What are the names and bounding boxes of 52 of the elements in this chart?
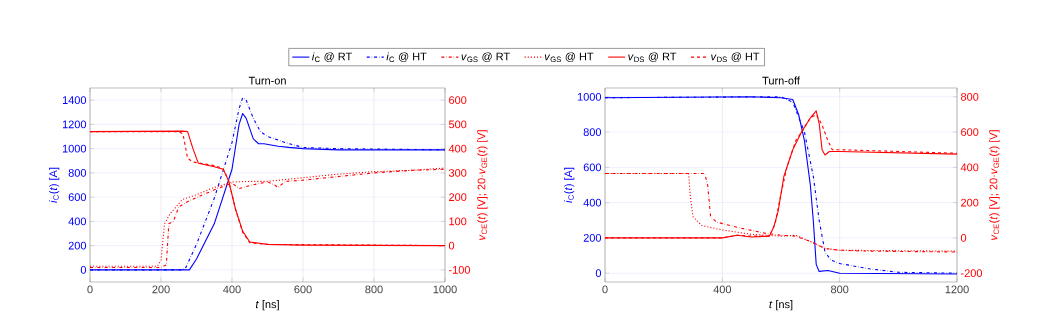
y2-tick-label: 0: [960, 234, 967, 242]
x-tick-label: 800: [365, 285, 383, 294]
y-tick-label: 400: [68, 217, 87, 226]
y-tick-label: 0: [595, 269, 602, 278]
x-tick-label: 400: [223, 285, 241, 294]
y-tick-label: 0: [80, 266, 87, 274]
legend-label: v$_{GS}$ @ HT: [544, 52, 594, 63]
x-tick-label: 0: [602, 285, 608, 294]
legend-label: v$_{DS}$ @ HT: [711, 52, 760, 63]
x-axis-title: t [ns]: [255, 300, 279, 311]
y-tick-label: 1200: [62, 120, 87, 129]
x-tick-label: 200: [152, 285, 170, 294]
y2-tick-label: 200: [961, 198, 979, 207]
legend-label: v$_{DS}$ @ RT: [628, 52, 677, 63]
x-axis-title: t [ns]: [769, 300, 793, 311]
chart-title: Turn-on: [248, 76, 286, 85]
x-tick-label: 1000: [433, 285, 457, 294]
x-tick-label: 1200: [945, 285, 969, 294]
y2-tick-label: 100: [449, 217, 467, 226]
y-tick-label: 600: [68, 193, 87, 202]
y2-tick-label: 500: [448, 120, 467, 129]
y-tick-label: 400: [583, 198, 602, 207]
y2-tick-label: 0: [448, 241, 455, 250]
y-tick-label: 200: [68, 241, 87, 250]
y-tick-label: 1000: [62, 144, 87, 153]
legend-label: v$_{GS}$ @ RT: [461, 52, 510, 63]
y2-tick-label: 300: [448, 169, 467, 177]
y-axis-title: i$_{C}$(t) [A]: [564, 167, 575, 203]
x-tick-label: 0: [87, 285, 93, 294]
x-tick-label: 800: [831, 285, 849, 294]
y-axis-title: i$_{C}$(t) [A]: [49, 167, 60, 203]
y-tick-label: 800: [68, 169, 87, 177]
y2-tick-label: -200: [961, 269, 983, 278]
chart-title: Turn-off: [762, 76, 800, 85]
y2-tick-label: -100: [449, 266, 471, 274]
y2-tick-label: 200: [449, 193, 467, 202]
text: v$_{CE}$(t) [V]; 20·v$_{GE}$(t) [V]: [477, 130, 488, 240]
y2-tick-label: 600: [449, 96, 467, 105]
y-tick-label: 1000: [577, 92, 602, 101]
y-tick-label: 1400: [62, 96, 87, 104]
y2-tick-label: 400: [448, 144, 467, 153]
y-tick-label: 800: [583, 128, 602, 136]
text: v$_{CE}$(t) [V]; 20·v$_{GE}$(t) [V]: [989, 130, 1000, 240]
legend-label: i$_{C}$ @ HT: [386, 52, 427, 63]
y2-tick-label: 400: [960, 163, 979, 172]
y2-tick-label: 800: [961, 92, 979, 101]
y-tick-label: 200: [583, 234, 602, 242]
legend-label: i$_{C}$ @ RT: [312, 52, 352, 63]
x-tick-label: 400: [713, 285, 732, 294]
y-tick-label: 600: [583, 163, 602, 172]
y2-tick-label: 600: [961, 128, 979, 136]
x-tick-label: 600: [294, 285, 312, 294]
